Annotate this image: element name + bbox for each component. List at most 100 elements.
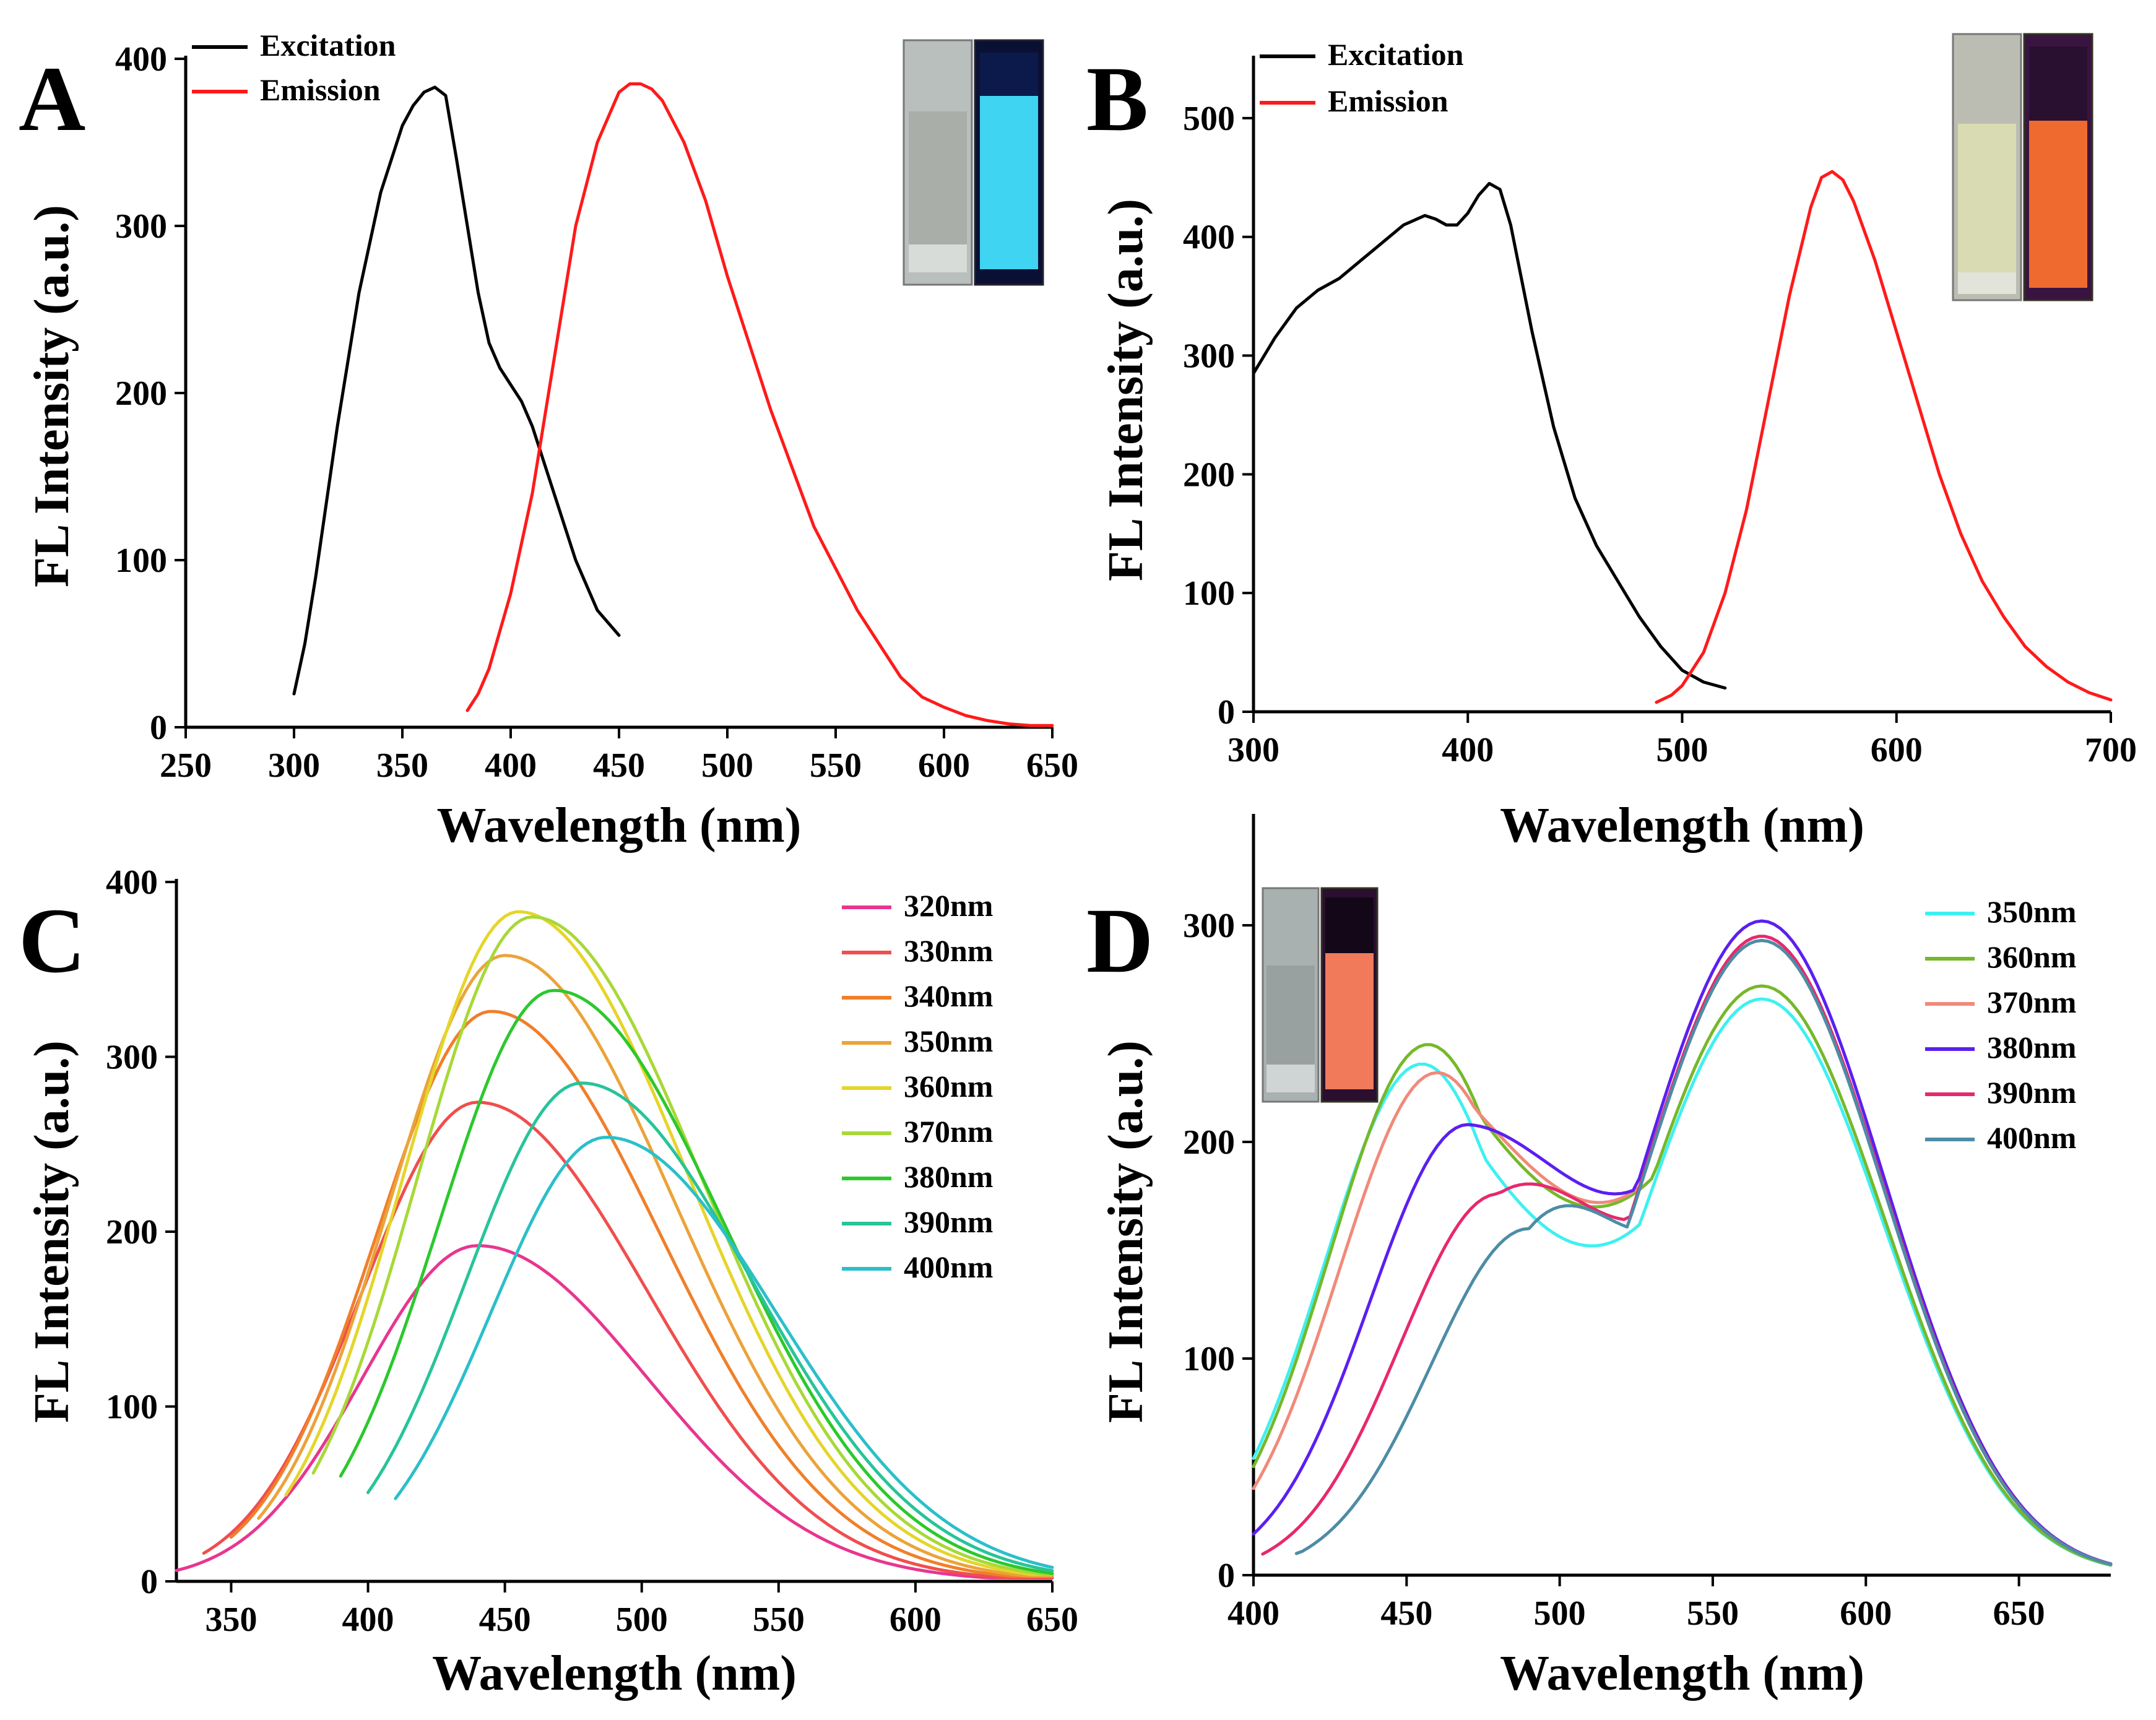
y-tick-label-c: 300 [106, 1039, 158, 1077]
x-tick-label-d: 550 [1687, 1594, 1739, 1633]
y-tick-label-d: 100 [1183, 1340, 1235, 1378]
series-line-c-320nm [175, 1244, 1054, 1580]
series-line-c-360nm [284, 910, 1054, 1576]
panel-letter-c: C [19, 889, 85, 992]
y-tick-label-d: 0 [1218, 1557, 1235, 1595]
panel-d: D 400 450 500 550 600 650 0 100 200 300 Wavelength… [1086, 814, 2113, 1701]
legend-label-c: 320nm [904, 888, 993, 923]
x-tick-label-c: 500 [616, 1601, 668, 1639]
y-axis-title-a: FL Intensity (a.u.) [25, 205, 79, 587]
x-axis-title-a: Wavelength (nm) [437, 798, 802, 853]
legend-label-b: Emission [1328, 84, 1448, 118]
x-tick-label-a: 450 [593, 746, 645, 785]
series-line-d-350nm [1252, 997, 2113, 1567]
y-tick-label-b: 200 [1183, 456, 1235, 494]
series-line-c-350nm [257, 954, 1054, 1578]
x-tick-label-b: 500 [1656, 731, 1708, 769]
x-tick-label-d: 400 [1227, 1594, 1279, 1633]
x-tick-label-a: 350 [376, 746, 428, 785]
plot-area-d: 400 450 500 550 600 650 0 100 200 300 Wavelength (… [1099, 814, 2113, 1701]
x-tick-label-c: 650 [1026, 1601, 1078, 1639]
inset-photo-a [903, 39, 1044, 286]
inset-photo-b [1952, 33, 2093, 301]
x-tick-label-a: 300 [268, 746, 320, 785]
x-tick-label-a: 550 [810, 746, 862, 785]
y-axis-title-c: FL Intensity (a.u.) [25, 1040, 79, 1423]
y-tick-label-b: 0 [1218, 693, 1235, 732]
x-tick-label-a: 400 [485, 746, 537, 785]
legend-label-d: 380nm [1987, 1030, 2076, 1065]
x-tick-label-d: 500 [1534, 1594, 1586, 1633]
x-tick-label-c: 450 [479, 1601, 531, 1639]
y-tick-label-d: 200 [1183, 1123, 1235, 1162]
series-line-b-excitation [1252, 181, 1727, 690]
plot-area-a: 250 300 350 400 450 500 550 600 650 0 100 200 300 400… [25, 28, 1078, 853]
legend-label-c: 370nm [904, 1114, 993, 1149]
plot-area-b: 300 400 500 600 700 0 100 200 300 400 500 Wavelengt… [1099, 37, 2137, 853]
x-axis-title-b: Wavelength (nm) [1500, 798, 1864, 853]
series-line-d-370nm [1252, 939, 2113, 1566]
x-tick-label-d: 650 [1993, 1594, 2045, 1633]
y-tick-label-b: 400 [1183, 218, 1235, 257]
panel-letter-a: A [19, 48, 85, 150]
legend-label-d: 390nm [1987, 1075, 2076, 1110]
legend-label-b: Excitation [1328, 37, 1464, 72]
series-line-d-360nm [1252, 984, 2113, 1567]
x-tick-label-c: 400 [342, 1601, 394, 1639]
series-line-d-400nm [1294, 939, 2113, 1566]
series-line-c-330nm [202, 1100, 1054, 1580]
legend-label-d: 400nm [1987, 1120, 2076, 1155]
panel-b: B 300 400 500 600 700 0 100 200 300 400 500 Wavelen… [1086, 33, 2137, 853]
plot-area-c: 350 400 450 500 550 600 650 0 100 200 300 400 Wavele… [25, 863, 1078, 1701]
y-tick-label-b: 100 [1183, 574, 1235, 613]
series-line-c-380nm [339, 988, 1054, 1575]
x-tick-label-b: 700 [2085, 731, 2137, 769]
y-tick-label-b: 500 [1183, 100, 1235, 138]
legend-label-a: Excitation [260, 28, 396, 63]
legend-label-c: 400nm [904, 1250, 993, 1284]
legend-label-c: 390nm [904, 1204, 993, 1239]
panel-a: A 250 300 350 400 450 500 550 600 650 0 100 200 300 4… [19, 28, 1078, 853]
y-tick-label-c: 0 [141, 1563, 158, 1601]
y-axis-title-d: FL Intensity (a.u.) [1099, 1040, 1153, 1423]
y-tick-label-d: 300 [1183, 907, 1235, 945]
y-tick-label-a: 400 [115, 40, 167, 79]
series-line-b-emission [1655, 170, 2113, 704]
panel-c: C 350 400 450 500 550 600 650 0 100 200 300 400 Wave… [19, 863, 1078, 1701]
legend-label-d: 370nm [1987, 985, 2076, 1019]
x-tick-label-a: 500 [701, 746, 753, 785]
legend-label-c: 330nm [904, 933, 993, 968]
series-line-a-excitation [292, 85, 621, 696]
panel-letter-b: B [1086, 48, 1148, 150]
x-tick-label-c: 350 [205, 1601, 257, 1639]
series-line-c-340nm [229, 1009, 1054, 1578]
x-tick-label-b: 600 [1871, 731, 1923, 769]
legend-label-d: 350nm [1987, 894, 2076, 929]
series-line-a-emission [465, 82, 1054, 727]
y-tick-label-b: 300 [1183, 337, 1235, 376]
y-tick-label-c: 200 [106, 1213, 158, 1251]
panel-letter-d: D [1086, 889, 1153, 992]
x-tick-label-d: 450 [1380, 1594, 1432, 1633]
y-tick-label-a: 100 [115, 542, 167, 580]
x-tick-label-d: 600 [1840, 1594, 1892, 1633]
legend-label-c: 340nm [904, 979, 993, 1013]
x-tick-label-c: 550 [753, 1601, 805, 1639]
x-tick-label-a: 250 [160, 746, 212, 785]
x-tick-label-b: 300 [1227, 731, 1279, 769]
y-tick-label-c: 100 [106, 1388, 158, 1427]
x-axis-title-c: Wavelength (nm) [432, 1646, 797, 1701]
series-line-c-370nm [311, 915, 1054, 1576]
legend-label-d: 360nm [1987, 940, 2076, 974]
legend-label-c: 350nm [904, 1024, 993, 1058]
legend-label-c: 380nm [904, 1159, 993, 1194]
y-tick-label-c: 400 [106, 863, 158, 902]
x-tick-label-b: 400 [1442, 731, 1494, 769]
x-tick-label-a: 650 [1026, 746, 1078, 785]
series-line-c-400nm [394, 1136, 1054, 1569]
y-axis-title-b: FL Intensity (a.u.) [1099, 199, 1153, 581]
x-axis-title-d: Wavelength (nm) [1500, 1646, 1864, 1701]
legend-label-a: Emission [260, 72, 381, 107]
y-tick-label-a: 300 [115, 207, 167, 246]
